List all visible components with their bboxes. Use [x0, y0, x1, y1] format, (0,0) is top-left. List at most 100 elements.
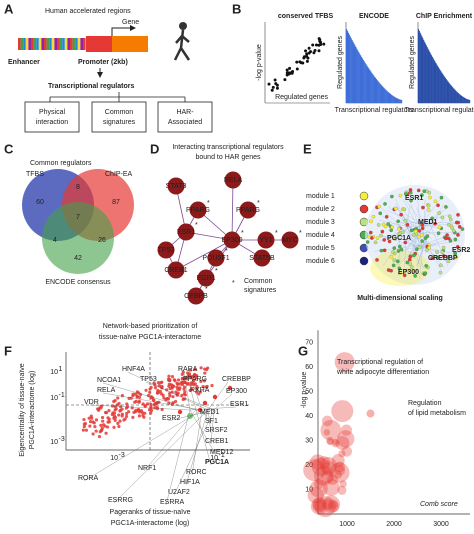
scatter-dot	[82, 417, 86, 422]
network-node	[411, 233, 416, 237]
network-node	[403, 192, 408, 196]
scatter-dot	[186, 371, 190, 375]
network-node	[373, 240, 378, 245]
scatter-dot	[184, 375, 188, 380]
x-axis-label: PGC1A-interactome (log)	[111, 520, 190, 527]
scatter-dot	[94, 429, 98, 433]
bar	[431, 55, 433, 103]
scatter-dot	[88, 424, 92, 428]
regulators-label: Transcriptional regulators	[48, 83, 134, 90]
bubble	[326, 438, 334, 446]
network-node	[416, 234, 421, 239]
scatter-dot	[143, 411, 147, 415]
scatter-dot	[202, 379, 207, 383]
network-node	[451, 228, 456, 233]
bar	[436, 64, 438, 103]
gene-label: ESR2	[452, 247, 470, 254]
scatter-dot	[177, 387, 181, 391]
network-node	[435, 250, 439, 254]
scatter-dot	[100, 426, 104, 430]
scatter-dot	[143, 404, 147, 408]
bar	[445, 79, 447, 103]
scatter-dot	[106, 420, 110, 424]
scatter-dot	[288, 66, 292, 70]
gene-label: NRF1	[138, 465, 156, 472]
line	[409, 238, 421, 248]
bubble	[340, 424, 352, 436]
panel-label: E	[303, 141, 312, 156]
scatter-dot	[90, 416, 94, 420]
network-node	[409, 198, 413, 203]
bar	[363, 61, 365, 103]
line	[195, 409, 207, 416]
bar	[452, 87, 454, 103]
scatter-dot	[309, 50, 313, 54]
scatter-dot	[170, 390, 174, 394]
scatter-dot	[314, 43, 318, 47]
scatter-dot	[117, 413, 121, 417]
network-node	[399, 212, 403, 217]
bar	[441, 72, 443, 103]
scatter-dot	[162, 396, 166, 400]
scatter-dot	[172, 384, 176, 388]
network-node	[433, 199, 438, 204]
scatter-dot	[270, 88, 274, 92]
bar	[464, 98, 466, 103]
node-label: CREB1	[164, 267, 187, 274]
bar	[384, 88, 386, 103]
box-text: Common	[105, 109, 134, 116]
dna-stripe	[59, 38, 63, 50]
scatter-dot	[317, 49, 321, 53]
bar	[353, 43, 355, 103]
network-node	[430, 216, 434, 221]
network-node	[397, 244, 402, 249]
bar	[418, 29, 420, 103]
y-tick-label: 40	[305, 413, 313, 420]
bar	[440, 71, 442, 103]
x-axis-label: Pageranks of tissue-naïve	[110, 509, 191, 516]
network-node	[438, 270, 443, 275]
bar	[422, 38, 424, 103]
scatter-dot	[175, 393, 179, 397]
network-node	[405, 223, 410, 227]
bar	[369, 70, 371, 103]
network-node	[421, 205, 425, 210]
bar	[462, 96, 464, 103]
bubble	[341, 446, 353, 457]
bar	[461, 95, 463, 103]
line	[404, 241, 407, 268]
scatter-dot	[175, 381, 179, 385]
bubble	[314, 496, 336, 518]
bar	[434, 61, 436, 103]
network-node	[420, 233, 424, 237]
bar	[419, 32, 421, 104]
star: *	[225, 248, 228, 255]
line	[185, 409, 209, 486]
network-node	[405, 260, 410, 265]
bubble	[313, 478, 324, 489]
bar	[352, 41, 354, 103]
network-node	[390, 194, 394, 199]
bar	[396, 98, 398, 103]
line	[189, 409, 217, 456]
promoter-label: Promoter (2kb)	[78, 59, 128, 66]
network-node	[453, 251, 458, 256]
scatter-dot	[295, 60, 299, 64]
node-label: PPARG	[236, 207, 260, 214]
network-node	[444, 236, 448, 241]
scatter-dot	[289, 71, 293, 75]
bar	[360, 55, 362, 103]
annotation: Regulation	[408, 400, 442, 407]
scatter-dot	[102, 423, 106, 427]
line	[402, 219, 439, 237]
scatter-dot	[305, 52, 309, 56]
x-axis-label: Transcriptional regulators	[405, 107, 474, 114]
venn-count: 26	[98, 237, 106, 244]
scatter-dot	[193, 367, 197, 372]
heading: tissue-naïve PGC1A-interactome	[99, 334, 201, 341]
bar	[450, 85, 452, 103]
bar	[388, 92, 390, 103]
network-node	[437, 211, 441, 215]
tick-label: 10	[50, 369, 58, 376]
